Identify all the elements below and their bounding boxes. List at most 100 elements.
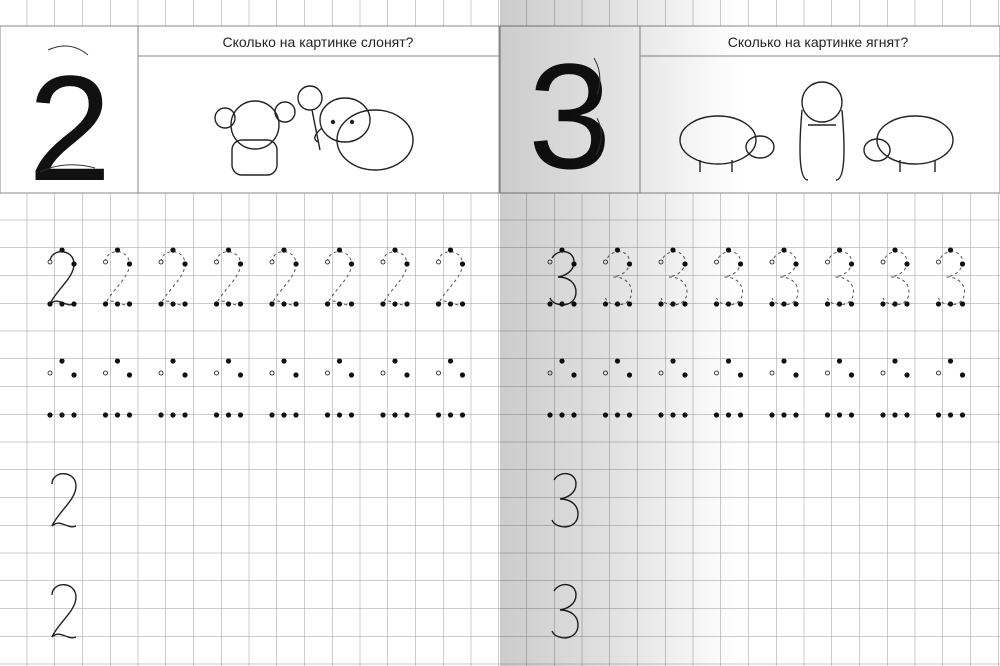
guide-dot	[880, 370, 886, 376]
guide-dot	[269, 301, 275, 307]
question-lambs: Сколько на картинке ягнят?	[728, 34, 909, 50]
guide-dot	[935, 301, 942, 307]
guide-dot	[182, 372, 188, 378]
sample-digit	[51, 584, 77, 639]
guide-dot	[392, 301, 398, 307]
guide-dot	[459, 372, 466, 378]
guide-dot	[880, 412, 886, 418]
guide-dot	[47, 259, 53, 265]
guide-dot	[904, 301, 910, 307]
guide-dot	[836, 412, 843, 418]
guide-dot	[459, 412, 466, 418]
guide-dot	[158, 412, 164, 418]
guide-dot	[892, 301, 898, 307]
guide-dot	[904, 261, 910, 267]
guide-dot	[848, 261, 855, 267]
guide-dot	[447, 301, 454, 307]
guide-dot	[59, 412, 65, 418]
guide-dot	[59, 301, 65, 307]
guide-dot	[293, 412, 299, 418]
guide-dot	[904, 372, 910, 378]
guide-dot	[102, 412, 109, 418]
guide-dot	[825, 370, 830, 376]
guide-dot	[126, 412, 133, 418]
guide-dot	[392, 247, 398, 253]
guide-dot	[793, 301, 799, 307]
stroke-arrow-icon	[39, 164, 96, 173]
question-elephants: Сколько на картинке слонят?	[223, 34, 414, 50]
guide-dot	[71, 301, 77, 307]
guide-dot	[71, 261, 77, 267]
guide-dot	[225, 358, 232, 364]
guide-dot	[447, 412, 454, 418]
guide-dot	[769, 301, 775, 307]
guide-dot	[435, 301, 442, 307]
guide-dot	[213, 301, 220, 307]
guide-dot	[237, 372, 244, 378]
guide-dot	[936, 370, 941, 376]
guide-dot	[126, 261, 133, 267]
guide-dot	[348, 301, 355, 307]
guide-dot	[170, 301, 176, 307]
guide-dot	[793, 412, 799, 418]
guide-dot	[182, 412, 188, 418]
guide-dot	[459, 261, 466, 267]
guide-dot	[324, 412, 331, 418]
guide-dot	[114, 412, 121, 418]
trace-digit	[827, 251, 855, 306]
sample-digit	[51, 473, 77, 528]
trace-digit	[771, 251, 799, 306]
big-digit-two: 2	[28, 44, 111, 212]
guide-dot	[170, 247, 176, 253]
guide-dot	[769, 412, 775, 418]
guide-dot	[836, 247, 843, 253]
guide-dot	[793, 372, 799, 378]
guide-dot	[213, 412, 220, 418]
guide-dot	[904, 412, 910, 418]
guide-dot	[959, 301, 966, 307]
guide-dot	[947, 301, 954, 307]
guide-dot	[936, 259, 941, 265]
guide-dot	[824, 301, 831, 307]
guide-dot	[47, 370, 53, 376]
trace-digit	[938, 251, 966, 306]
guide-dot	[781, 247, 787, 253]
guide-dot	[824, 412, 831, 418]
guide-dot	[237, 412, 244, 418]
guide-dot	[237, 261, 244, 267]
guide-dot	[214, 259, 219, 265]
guide-dot	[781, 358, 787, 364]
guide-dot	[380, 301, 386, 307]
guide-dot	[392, 358, 398, 364]
guide-dot	[447, 247, 454, 253]
guide-dot	[793, 261, 799, 267]
guide-dot	[225, 301, 232, 307]
guide-dot	[947, 412, 954, 418]
guide-dot	[380, 412, 386, 418]
guide-dot	[281, 412, 287, 418]
guide-dot	[170, 358, 176, 364]
guide-dot	[269, 412, 275, 418]
guide-dot	[126, 372, 133, 378]
guide-dot	[848, 412, 855, 418]
guide-dot	[59, 247, 65, 253]
guide-dot	[459, 301, 466, 307]
guide-dot	[348, 372, 355, 378]
guide-dot	[880, 259, 886, 265]
guide-dot	[348, 412, 355, 418]
guide-dot	[126, 301, 133, 307]
guide-dot	[447, 358, 454, 364]
guide-dot	[959, 412, 966, 418]
guide-dot	[114, 358, 121, 364]
guide-dot	[293, 261, 299, 267]
guide-dot	[947, 358, 954, 364]
guide-dot	[825, 259, 830, 265]
guide-dot	[336, 358, 343, 364]
guide-dot	[325, 259, 330, 265]
guide-dot	[214, 370, 219, 376]
guide-dot	[281, 301, 287, 307]
guide-dot	[336, 412, 343, 418]
guide-dot	[114, 247, 121, 253]
guide-dot	[348, 261, 355, 267]
